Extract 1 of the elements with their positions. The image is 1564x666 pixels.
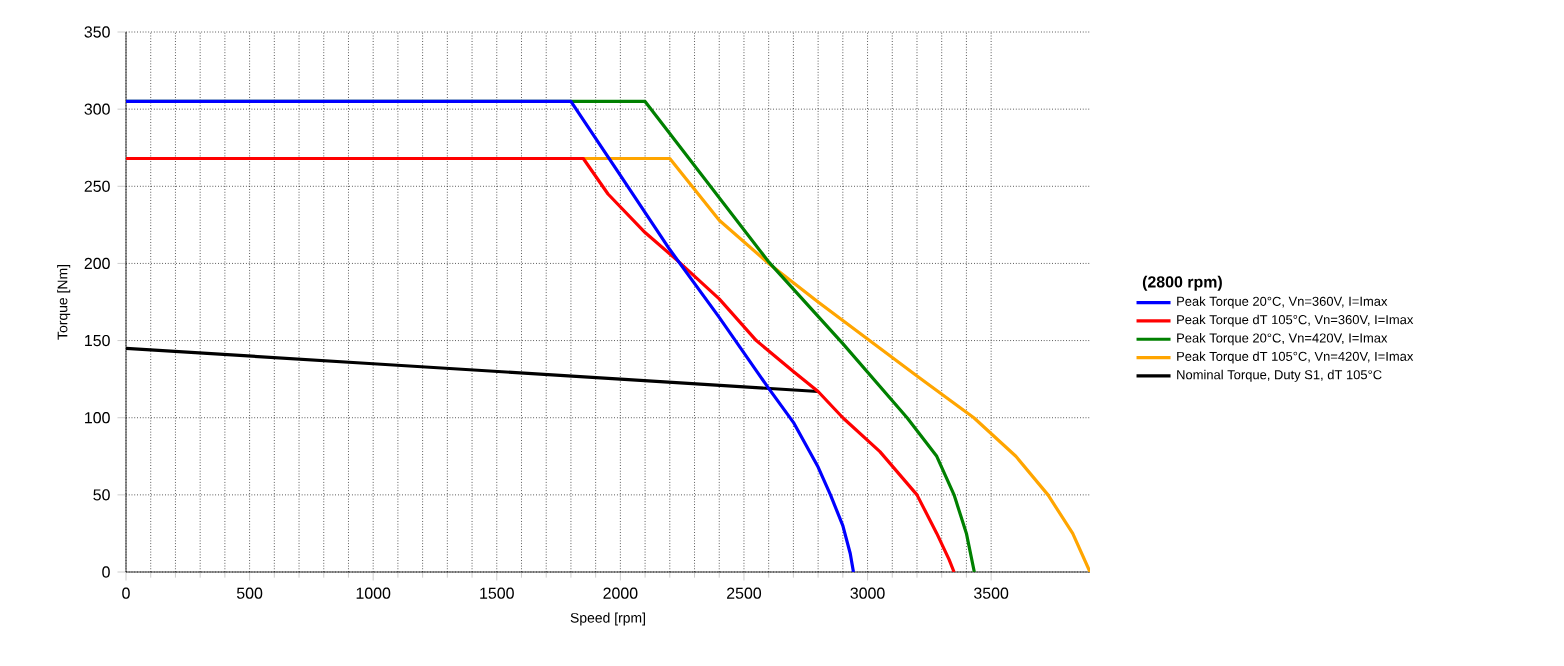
line-series <box>581 156 1091 572</box>
